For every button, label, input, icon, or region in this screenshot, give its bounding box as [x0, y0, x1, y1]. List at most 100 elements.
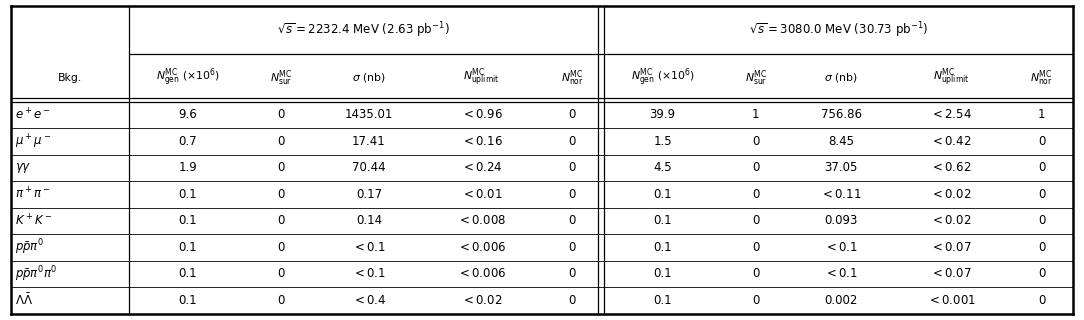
Text: 1.5: 1.5 [654, 135, 672, 148]
Text: 0: 0 [1038, 161, 1045, 174]
Text: 0: 0 [278, 214, 285, 228]
Text: 0: 0 [568, 108, 576, 121]
Text: $< 0.006$: $< 0.006$ [457, 267, 506, 280]
Text: 0.14: 0.14 [356, 214, 382, 228]
Text: $< 0.07$: $< 0.07$ [930, 267, 972, 280]
Text: 0: 0 [752, 294, 760, 307]
Text: 0: 0 [568, 161, 576, 174]
Text: 0: 0 [752, 188, 760, 201]
Text: $< 0.11$: $< 0.11$ [821, 188, 862, 201]
Text: 0.1: 0.1 [654, 294, 672, 307]
Text: 0: 0 [1038, 135, 1045, 148]
Text: 70.44: 70.44 [352, 161, 386, 174]
Text: 0.1: 0.1 [654, 241, 672, 254]
Text: 0.17: 0.17 [356, 188, 382, 201]
Text: 0: 0 [278, 108, 285, 121]
Text: 0: 0 [278, 161, 285, 174]
Text: 0.1: 0.1 [179, 188, 197, 201]
Text: $\sigma$ (nb): $\sigma$ (nb) [352, 71, 386, 84]
Text: $N_{\mathrm{sur}}^{\mathrm{MC}}$: $N_{\mathrm{sur}}^{\mathrm{MC}}$ [745, 68, 767, 88]
Text: 0.1: 0.1 [179, 267, 197, 280]
Text: 0: 0 [568, 267, 576, 280]
Text: $p\bar{p}\pi^0\pi^0$: $p\bar{p}\pi^0\pi^0$ [15, 264, 57, 284]
Text: 1435.01: 1435.01 [345, 108, 393, 121]
Text: $e^+e^-$: $e^+e^-$ [15, 107, 51, 123]
Text: 37.05: 37.05 [824, 161, 857, 174]
Text: 0: 0 [752, 214, 760, 228]
Text: $< 0.07$: $< 0.07$ [930, 241, 972, 254]
Text: 0.093: 0.093 [824, 214, 857, 228]
Text: $< 0.001$: $< 0.001$ [927, 294, 976, 307]
Text: $\sigma$ (nb): $\sigma$ (nb) [824, 71, 857, 84]
Text: $N_{\mathrm{nor}}^{\mathrm{MC}}$: $N_{\mathrm{nor}}^{\mathrm{MC}}$ [1030, 68, 1054, 88]
Text: $\pi^+\pi^-$: $\pi^+\pi^-$ [15, 187, 51, 202]
Text: $< 0.02$: $< 0.02$ [461, 294, 502, 307]
Text: 0: 0 [278, 188, 285, 201]
Text: 0: 0 [568, 241, 576, 254]
Text: $< 0.1$: $< 0.1$ [824, 241, 859, 254]
Text: $< 0.62$: $< 0.62$ [930, 161, 972, 174]
Text: $\sqrt{s} = 3080.0$ MeV $(30.73\ \mathrm{pb}^{-1})$: $\sqrt{s} = 3080.0$ MeV $(30.73\ \mathrm… [749, 20, 928, 40]
Text: $< 2.54$: $< 2.54$ [930, 108, 972, 121]
Text: 756.86: 756.86 [821, 108, 862, 121]
Text: $< 0.42$: $< 0.42$ [930, 135, 972, 148]
Text: 1: 1 [1038, 108, 1045, 121]
Text: 0.1: 0.1 [179, 294, 197, 307]
Text: $p\bar{p}\pi^0$: $p\bar{p}\pi^0$ [15, 237, 44, 257]
Text: $N_{\mathrm{gen}}^{\mathrm{MC}}$ $(\times 10^6)$: $N_{\mathrm{gen}}^{\mathrm{MC}}$ $(\time… [631, 67, 695, 89]
Text: 0: 0 [1038, 214, 1045, 228]
Text: 0: 0 [568, 294, 576, 307]
Text: 0: 0 [752, 135, 760, 148]
Text: 0: 0 [278, 294, 285, 307]
Text: $\sqrt{s} = 2232.4$ MeV $(2.63\ \mathrm{pb}^{-1})$: $\sqrt{s} = 2232.4$ MeV $(2.63\ \mathrm{… [278, 20, 450, 40]
Text: 0.002: 0.002 [824, 294, 857, 307]
Text: 0: 0 [278, 267, 285, 280]
Text: $< 0.24$: $< 0.24$ [461, 161, 502, 174]
Text: $\Lambda\bar{\Lambda}$: $\Lambda\bar{\Lambda}$ [15, 292, 34, 308]
Text: Bkg.: Bkg. [57, 73, 82, 83]
Text: $< 0.1$: $< 0.1$ [824, 267, 859, 280]
Text: $< 0.16$: $< 0.16$ [461, 135, 503, 148]
Text: 1.9: 1.9 [179, 161, 197, 174]
Text: $< 0.02$: $< 0.02$ [930, 214, 972, 228]
Text: 8.45: 8.45 [828, 135, 854, 148]
Text: $N_{\mathrm{uplimit}}^{\mathrm{MC}}$: $N_{\mathrm{uplimit}}^{\mathrm{MC}}$ [933, 67, 969, 89]
Text: 0.1: 0.1 [179, 241, 197, 254]
Text: 17.41: 17.41 [352, 135, 386, 148]
Text: $< 0.008$: $< 0.008$ [457, 214, 506, 228]
Text: 0: 0 [1038, 188, 1045, 201]
Text: 0.1: 0.1 [654, 267, 672, 280]
Text: 0: 0 [568, 188, 576, 201]
Text: $N_{\mathrm{uplimit}}^{\mathrm{MC}}$: $N_{\mathrm{uplimit}}^{\mathrm{MC}}$ [464, 67, 500, 89]
Text: 0: 0 [752, 241, 760, 254]
Text: 0.1: 0.1 [179, 214, 197, 228]
Text: $N_{\mathrm{gen}}^{\mathrm{MC}}$ $(\times 10^6)$: $N_{\mathrm{gen}}^{\mathrm{MC}}$ $(\time… [156, 67, 220, 89]
Text: 0: 0 [1038, 294, 1045, 307]
Text: $N_{\mathrm{sur}}^{\mathrm{MC}}$: $N_{\mathrm{sur}}^{\mathrm{MC}}$ [270, 68, 293, 88]
Text: $< 0.4$: $< 0.4$ [351, 294, 386, 307]
Text: 0.1: 0.1 [654, 214, 672, 228]
Text: 0: 0 [1038, 241, 1045, 254]
Text: $< 0.02$: $< 0.02$ [930, 188, 972, 201]
Text: $< 0.006$: $< 0.006$ [457, 241, 506, 254]
Text: 1: 1 [752, 108, 760, 121]
Text: $N_{\mathrm{nor}}^{\mathrm{MC}}$: $N_{\mathrm{nor}}^{\mathrm{MC}}$ [560, 68, 583, 88]
Text: 0: 0 [568, 214, 576, 228]
Text: 39.9: 39.9 [649, 108, 675, 121]
Text: $\gamma\gamma$: $\gamma\gamma$ [15, 161, 31, 175]
Text: $< 0.1$: $< 0.1$ [352, 241, 386, 254]
Text: $\mu^+\mu^-$: $\mu^+\mu^-$ [15, 132, 52, 150]
Text: 0: 0 [1038, 267, 1045, 280]
Text: $< 0.1$: $< 0.1$ [352, 267, 386, 280]
Text: 0: 0 [752, 161, 760, 174]
Text: 4.5: 4.5 [654, 161, 672, 174]
Text: 9.6: 9.6 [179, 108, 197, 121]
Text: 0: 0 [568, 135, 576, 148]
Text: $< 0.01$: $< 0.01$ [461, 188, 502, 201]
Text: 0.1: 0.1 [654, 188, 672, 201]
Text: 0: 0 [278, 241, 285, 254]
Text: $K^+K^-$: $K^+K^-$ [15, 213, 52, 228]
Text: 0: 0 [278, 135, 285, 148]
Text: 0: 0 [752, 267, 760, 280]
Text: 0.7: 0.7 [179, 135, 197, 148]
